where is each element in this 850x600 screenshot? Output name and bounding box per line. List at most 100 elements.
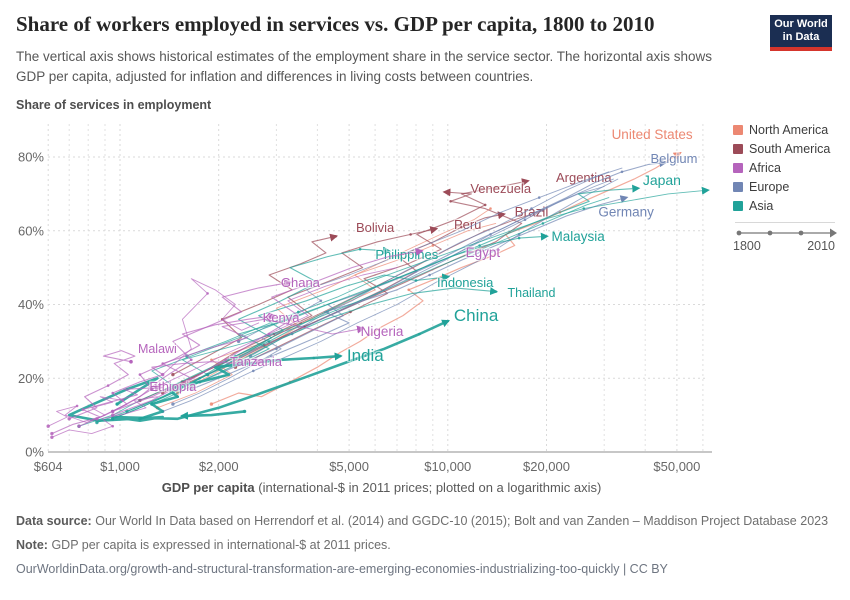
series-point-kenya xyxy=(138,373,142,376)
legend-item-asia[interactable]: Asia xyxy=(733,196,845,215)
series-india[interactable] xyxy=(138,352,343,421)
series-point-philippines xyxy=(358,247,362,251)
series-china-historical[interactable] xyxy=(180,410,246,420)
series-point-malaysia xyxy=(517,236,521,240)
country-label-united-states[interactable]: United States xyxy=(610,126,694,143)
y-axis-title: Share of services in employment xyxy=(16,98,212,112)
footer: Data source: Our World In Data based on … xyxy=(16,512,834,583)
legend-swatch-africa xyxy=(733,162,743,173)
series-ethiopia[interactable] xyxy=(51,383,163,435)
country-label-bolivia[interactable]: Bolivia xyxy=(355,219,397,237)
series-point-peru xyxy=(409,233,412,236)
x-tick-label: $20,000 xyxy=(523,459,570,474)
owid-logo[interactable]: Our World in Data xyxy=(770,15,832,51)
note-text: GDP per capita is expressed in internati… xyxy=(51,537,391,552)
legend-swatch-europe xyxy=(733,181,743,192)
source-url[interactable]: OurWorldinData.org/growth-and-structural… xyxy=(16,561,668,576)
legend-label: South America xyxy=(749,141,831,156)
series-unlabeled-europe-4[interactable] xyxy=(207,178,614,376)
series-end-malawi xyxy=(129,359,133,364)
country-label-china[interactable]: China xyxy=(453,305,500,327)
series-unlabeled-africa-3[interactable] xyxy=(162,278,260,376)
owid-logo-line2: in Data xyxy=(782,31,820,43)
series-unlabeled-africa-2[interactable] xyxy=(51,396,158,438)
series-point-belgium xyxy=(620,170,624,174)
y-tick-label: 60% xyxy=(18,223,44,238)
series-point-unlabeled-europe-5 xyxy=(537,196,541,199)
country-label-belgium[interactable]: Belgium xyxy=(649,150,698,168)
series-point-malaysia xyxy=(267,340,271,343)
legend-item-north-america[interactable]: North America xyxy=(733,120,845,139)
legend-item-europe[interactable]: Europe xyxy=(733,177,845,196)
series-unlabeled-europe-2[interactable] xyxy=(172,186,605,405)
country-label-indonesia[interactable]: Indonesia xyxy=(436,274,496,292)
series-point-unlabeled-europe-2 xyxy=(489,233,492,236)
country-label-germany[interactable]: Germany xyxy=(597,203,655,221)
country-label-ethiopia[interactable]: Ethiopia xyxy=(148,378,198,396)
series-kenya[interactable] xyxy=(96,312,277,420)
x-tick-label: $50,000 xyxy=(653,459,700,474)
country-label-tanzania[interactable]: Tanzania xyxy=(229,353,284,371)
series-point-indonesia xyxy=(414,279,418,282)
country-label-india[interactable]: India xyxy=(346,345,386,367)
series-point-unlabeled-africa-4 xyxy=(150,387,154,391)
legend-label: Asia xyxy=(749,198,774,213)
series-point-india xyxy=(312,356,316,360)
legend-divider xyxy=(735,222,835,223)
timeline-dot xyxy=(798,230,804,236)
series-point-unlabeled-asia-2 xyxy=(206,373,209,376)
x-axis-title: GDP per capita (international-$ in 2011 … xyxy=(48,480,715,495)
series-thailand[interactable] xyxy=(96,287,499,424)
series-unlabeled-north-america-2[interactable] xyxy=(177,208,491,394)
series-point-unlabeled-africa-2 xyxy=(111,424,114,428)
series-unlabeled-asia-1[interactable] xyxy=(186,186,710,357)
legend-item-south-america[interactable]: South America xyxy=(733,139,845,158)
series-point-united-states xyxy=(209,402,214,406)
country-label-venezuela[interactable]: Venezuela xyxy=(469,180,533,198)
series-point-germany xyxy=(270,354,273,358)
legend-swatch-north-america xyxy=(733,124,743,135)
series-unlabeled-africa-1[interactable] xyxy=(47,396,124,427)
country-label-egypt[interactable]: Egypt xyxy=(464,244,501,262)
series-belgium[interactable] xyxy=(199,159,668,383)
series-point-unlabeled-europe-5 xyxy=(319,299,323,303)
series-point-unlabeled-asia-2 xyxy=(111,417,115,421)
series-nigeria[interactable] xyxy=(112,318,366,412)
owid-logo-line1: Our World xyxy=(774,17,828,30)
country-label-malaysia[interactable]: Malaysia xyxy=(550,228,606,246)
series-malaysia[interactable] xyxy=(172,232,549,387)
note-line: Note: GDP per capita is expressed in int… xyxy=(16,536,834,555)
timeline-arrow[interactable] xyxy=(731,226,839,240)
series-point-unlabeled-north-america-2 xyxy=(489,207,492,210)
country-label-brazil[interactable]: Brazil xyxy=(513,203,549,221)
series-point-philippines xyxy=(234,354,237,358)
series-point-united-states xyxy=(407,288,411,292)
series-point-unlabeled-africa-4 xyxy=(267,332,271,336)
series-point-malawi xyxy=(106,384,110,387)
country-label-japan[interactable]: Japan xyxy=(642,171,683,190)
country-label-peru[interactable]: Peru xyxy=(453,216,483,234)
series-point-argentina xyxy=(483,203,487,207)
series-unlabeled-africa-4[interactable] xyxy=(151,267,398,390)
series-point-unlabeled-asia-1 xyxy=(582,207,586,210)
data-source-text: Our World In Data based on Herrendorf et… xyxy=(95,514,829,528)
x-tick-label: $1,000 xyxy=(100,459,140,474)
series-malawi[interactable] xyxy=(68,350,136,420)
country-label-thailand[interactable]: Thailand xyxy=(506,285,556,302)
timeline-start-year: 1800 xyxy=(733,239,761,253)
country-label-malawi[interactable]: Malawi xyxy=(137,341,178,358)
series-point-ghana xyxy=(190,358,193,362)
series-egypt[interactable] xyxy=(112,248,424,416)
country-label-ghana[interactable]: Ghana xyxy=(280,274,322,292)
x-tick-label: $10,000 xyxy=(424,459,471,474)
series-unlabeled-asia-3[interactable] xyxy=(78,300,338,427)
series-point-venezuela xyxy=(449,200,452,203)
legend-item-africa[interactable]: Africa xyxy=(733,158,845,177)
series-point-unlabeled-europe-2 xyxy=(171,402,175,406)
series-point-tanzania xyxy=(111,391,114,395)
series-point-thailand xyxy=(494,290,498,293)
chart-canvas[interactable]: $604 $1,000 $2,000 $5,000 $10,000 $20,000 $50,… xyxy=(0,110,850,502)
series-point-nigeria xyxy=(161,362,164,365)
country-label-nigeria[interactable]: Nigeria xyxy=(359,323,405,341)
